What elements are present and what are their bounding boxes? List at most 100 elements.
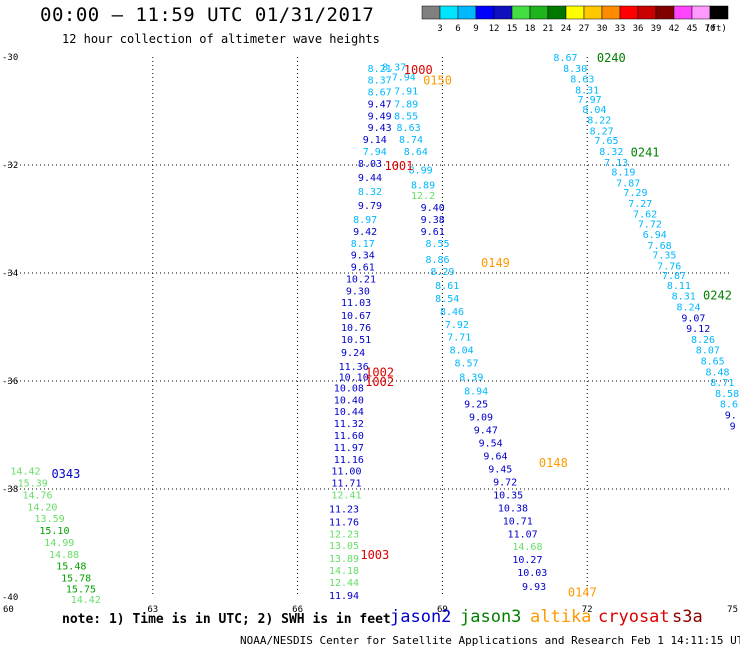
colorbar-swatch bbox=[565, 5, 585, 20]
colorbar-label: 27 bbox=[579, 24, 590, 34]
data-value: 8.11 bbox=[667, 281, 691, 292]
colorbar-label: 6 bbox=[455, 24, 460, 34]
x-tick-label: 75 bbox=[727, 605, 738, 615]
data-value: 8.21 bbox=[368, 64, 392, 75]
y-tick-label: -34 bbox=[2, 269, 18, 279]
time-label: 1002 bbox=[365, 365, 394, 379]
x-tick-label: 72 bbox=[582, 605, 593, 615]
colorbar-swatch bbox=[655, 5, 675, 20]
data-value: 15.39 bbox=[18, 479, 48, 490]
time-label: 0147 bbox=[568, 586, 597, 600]
colorbar-swatch bbox=[439, 5, 459, 20]
data-value: 11.07 bbox=[508, 529, 538, 540]
legend-altika: altika bbox=[530, 607, 592, 627]
footer-credit: NOAA/NESDIS Center for Satellite Applica… bbox=[240, 634, 740, 647]
chart-subtitle: 12 hour collection of altimeter wave hei… bbox=[62, 32, 380, 46]
legend-jason3: jason3 bbox=[460, 607, 522, 627]
data-value: 8.54 bbox=[435, 294, 459, 305]
data-value: 11.32 bbox=[334, 419, 364, 430]
time-label: 0343 bbox=[51, 467, 80, 481]
x-tick-label: 66 bbox=[292, 605, 303, 615]
colorbar-label: 3 bbox=[437, 24, 442, 34]
data-value: 7.87 bbox=[616, 178, 640, 189]
data-value: 8.27 bbox=[590, 126, 614, 137]
colorbar-label: 30 bbox=[597, 24, 608, 34]
data-value: 8.67 bbox=[553, 53, 577, 64]
y-tick-label: -36 bbox=[2, 377, 18, 387]
data-value: 15.10 bbox=[39, 526, 69, 537]
data-value: 11.23 bbox=[329, 504, 359, 515]
colorbar-swatch bbox=[709, 5, 729, 20]
data-value: 14.20 bbox=[27, 502, 57, 513]
data-value: 9.40 bbox=[421, 203, 445, 214]
data-value: 9.61 bbox=[421, 227, 445, 238]
x-tick-label: 69 bbox=[437, 605, 448, 615]
data-value: 8.55 bbox=[426, 239, 450, 250]
data-value: 9.07 bbox=[681, 313, 705, 324]
colorbar-swatch bbox=[619, 5, 639, 20]
data-value: 8.6 bbox=[720, 400, 738, 411]
data-value: 10.44 bbox=[334, 407, 364, 418]
data-value: 8.17 bbox=[351, 239, 375, 250]
data-value: 8.22 bbox=[587, 116, 611, 127]
data-value: 13.05 bbox=[329, 541, 359, 552]
data-value: 7.94 bbox=[392, 72, 416, 83]
x-tick-label: 60 bbox=[3, 605, 14, 615]
legend-s3a: s3a bbox=[672, 607, 703, 627]
data-value: 12.44 bbox=[329, 578, 359, 589]
data-value: 9.47 bbox=[368, 99, 392, 110]
data-value: 9.49 bbox=[368, 111, 392, 122]
data-value: 13.59 bbox=[35, 514, 65, 525]
data-value: 9.14 bbox=[363, 135, 387, 146]
colorbar-label: 36 bbox=[633, 24, 644, 34]
data-value: 11.97 bbox=[334, 443, 364, 454]
data-value: 11.76 bbox=[329, 517, 359, 528]
colorbar-swatch bbox=[475, 5, 495, 20]
data-value: 8.04 bbox=[582, 105, 606, 116]
data-value: 11.16 bbox=[334, 455, 364, 466]
time-label: 0242 bbox=[703, 289, 732, 303]
data-value: 11.60 bbox=[334, 431, 364, 442]
data-value: 11.03 bbox=[341, 298, 371, 309]
data-value: 14.76 bbox=[22, 490, 52, 501]
data-value: 7.94 bbox=[363, 147, 387, 158]
data-value: 8.04 bbox=[450, 346, 474, 357]
colorbar-swatch bbox=[511, 5, 531, 20]
data-value: 11.71 bbox=[331, 479, 361, 490]
data-value: 8.89 bbox=[411, 180, 435, 191]
data-value: 8.86 bbox=[426, 255, 450, 266]
data-value: 7.71 bbox=[447, 333, 471, 344]
data-value: 10.03 bbox=[517, 568, 547, 579]
data-value: 14.68 bbox=[512, 542, 542, 553]
data-value: 7.72 bbox=[638, 219, 662, 230]
data-value: 7.91 bbox=[394, 86, 418, 97]
data-value: 7.92 bbox=[445, 320, 469, 331]
data-value: 9.12 bbox=[686, 324, 710, 335]
data-value: 9.72 bbox=[493, 477, 517, 488]
colorbar-swatch bbox=[637, 5, 657, 20]
data-value: 10.67 bbox=[341, 311, 371, 322]
colorbar-label: (ft) bbox=[705, 24, 727, 34]
data-value: 9.42 bbox=[353, 227, 377, 238]
data-value: 9.43 bbox=[368, 123, 392, 134]
data-value: 9.30 bbox=[346, 286, 370, 297]
data-value: 8.26 bbox=[691, 335, 715, 346]
data-value: 8.58 bbox=[715, 389, 739, 400]
data-value: 10.76 bbox=[341, 323, 371, 334]
data-value: 10.40 bbox=[334, 395, 364, 406]
data-value: 10.10 bbox=[339, 373, 369, 384]
colorbar-label: 39 bbox=[651, 24, 662, 34]
data-value: 7.89 bbox=[394, 99, 418, 110]
colorbar-swatch bbox=[457, 5, 477, 20]
data-value: 8.97 bbox=[353, 215, 377, 226]
data-value: 8.71 bbox=[710, 378, 734, 389]
data-value: 8.32 bbox=[599, 147, 623, 158]
time-label: 0149 bbox=[481, 256, 510, 270]
data-value: 13.89 bbox=[329, 554, 359, 565]
data-value: 11.94 bbox=[329, 591, 359, 602]
data-value: 9.47 bbox=[474, 426, 498, 437]
time-label: 1000 bbox=[404, 63, 433, 77]
data-value: 10.27 bbox=[512, 555, 542, 566]
data-value: 7.97 bbox=[578, 95, 602, 106]
data-value: 10.35 bbox=[493, 490, 523, 501]
